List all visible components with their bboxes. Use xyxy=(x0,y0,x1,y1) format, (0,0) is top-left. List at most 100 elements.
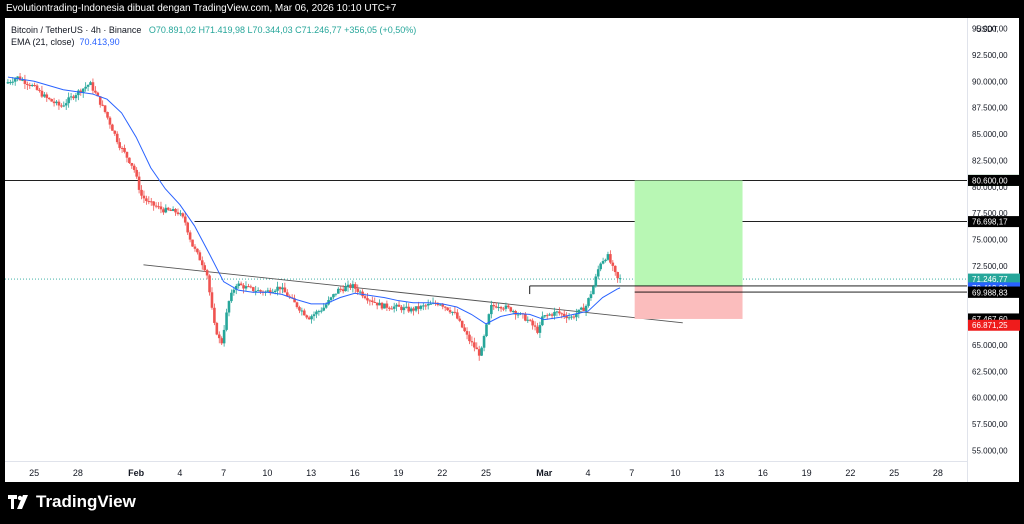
candle-body[interactable] xyxy=(113,130,117,134)
candle-body[interactable] xyxy=(533,325,537,327)
symbol-label[interactable]: Bitcoin / TetherUS · 4h · Binance xyxy=(11,25,142,35)
candle-body[interactable] xyxy=(74,95,78,99)
candle-body[interactable] xyxy=(587,298,590,306)
candle-body[interactable] xyxy=(249,286,253,288)
candle-body[interactable] xyxy=(285,292,289,297)
candle-body[interactable] xyxy=(266,290,270,292)
candle-body[interactable] xyxy=(186,222,189,233)
candle-body[interactable] xyxy=(319,310,323,312)
candle-body[interactable] xyxy=(67,97,70,104)
candle-body[interactable] xyxy=(234,285,238,290)
candle-body[interactable] xyxy=(572,316,576,318)
trendline[interactable] xyxy=(143,264,683,324)
candle-body[interactable] xyxy=(268,290,272,293)
candle-body[interactable] xyxy=(524,314,527,321)
candle-body[interactable] xyxy=(176,212,180,215)
candle-body[interactable] xyxy=(536,326,539,333)
candle-body[interactable] xyxy=(120,147,124,149)
candle-body[interactable] xyxy=(259,290,262,292)
candle-body[interactable] xyxy=(349,284,352,288)
candle-body[interactable] xyxy=(412,308,415,311)
candle-body[interactable] xyxy=(558,311,561,314)
candle-body[interactable] xyxy=(254,291,258,293)
candle-body[interactable] xyxy=(395,304,398,307)
candle-body[interactable] xyxy=(514,311,517,315)
candle-body[interactable] xyxy=(305,315,309,318)
candle-body[interactable] xyxy=(436,303,440,306)
candle-body[interactable] xyxy=(482,336,486,348)
candle-body[interactable] xyxy=(256,290,260,292)
candle-body[interactable] xyxy=(239,283,243,286)
candle-body[interactable] xyxy=(89,82,92,85)
candle-body[interactable] xyxy=(6,82,10,84)
candle-body[interactable] xyxy=(81,88,85,93)
candle-body[interactable] xyxy=(592,286,595,295)
candle-body[interactable] xyxy=(613,265,617,273)
candle-body[interactable] xyxy=(570,316,573,318)
ema-line[interactable] xyxy=(7,76,621,325)
candle-body[interactable] xyxy=(584,305,588,311)
candle-body[interactable] xyxy=(135,169,138,177)
candle-body[interactable] xyxy=(422,305,425,307)
candle-body[interactable] xyxy=(543,315,547,317)
candle-body[interactable] xyxy=(502,308,505,310)
candle-body[interactable] xyxy=(356,288,360,292)
candle-body[interactable] xyxy=(123,147,126,152)
candle-body[interactable] xyxy=(181,213,185,217)
candle-body[interactable] xyxy=(230,292,233,302)
candle-body[interactable] xyxy=(499,307,503,309)
candle-body[interactable] xyxy=(300,310,304,312)
candle-body[interactable] xyxy=(417,306,420,309)
candle-body[interactable] xyxy=(213,307,216,323)
candle-body[interactable] xyxy=(244,286,248,289)
candle-body[interactable] xyxy=(373,301,377,303)
ema-label[interactable]: EMA (21, close) xyxy=(11,37,75,47)
candle-body[interactable] xyxy=(130,163,134,166)
candle-body[interactable] xyxy=(443,306,447,308)
candle-body[interactable] xyxy=(392,306,396,309)
candle-body[interactable] xyxy=(38,89,41,91)
candle-body[interactable] xyxy=(183,216,187,223)
candle-body[interactable] xyxy=(460,320,464,328)
candle-body[interactable] xyxy=(203,265,206,271)
candle-body[interactable] xyxy=(33,85,36,87)
candle-body[interactable] xyxy=(103,105,107,112)
candle-body[interactable] xyxy=(528,319,532,321)
candle-body[interactable] xyxy=(322,307,326,311)
candle-body[interactable] xyxy=(45,94,49,98)
candle-body[interactable] xyxy=(567,317,571,319)
candle-body[interactable] xyxy=(188,232,192,240)
candle-body[interactable] xyxy=(426,303,430,306)
candle-body[interactable] xyxy=(26,83,29,85)
candle-body[interactable] xyxy=(429,303,432,305)
candle-body[interactable] xyxy=(405,306,408,308)
candle-body[interactable] xyxy=(565,316,568,319)
candle-body[interactable] xyxy=(237,283,240,286)
candle-body[interactable] xyxy=(47,97,51,100)
target-zone[interactable] xyxy=(634,180,743,286)
candle-body[interactable] xyxy=(115,133,119,143)
candle-body[interactable] xyxy=(302,310,306,316)
candle-body[interactable] xyxy=(380,302,384,309)
candle-body[interactable] xyxy=(366,298,369,301)
candle-body[interactable] xyxy=(84,86,87,89)
candle-body[interactable] xyxy=(553,311,556,316)
candle-body[interactable] xyxy=(368,300,372,302)
candle-body[interactable] xyxy=(577,309,581,314)
candle-body[interactable] xyxy=(458,318,462,321)
candle-body[interactable] xyxy=(480,347,483,356)
candle-body[interactable] xyxy=(606,254,610,260)
candle-body[interactable] xyxy=(208,275,211,293)
candle-body[interactable] xyxy=(149,201,153,203)
candle-body[interactable] xyxy=(16,76,19,79)
candle-body[interactable] xyxy=(441,304,445,307)
candle-body[interactable] xyxy=(96,92,100,97)
candle-body[interactable] xyxy=(43,94,46,97)
candle-body[interactable] xyxy=(361,291,364,297)
candle-body[interactable] xyxy=(470,341,474,343)
candle-body[interactable] xyxy=(575,313,578,318)
candle-body[interactable] xyxy=(341,289,345,292)
candle-body[interactable] xyxy=(166,207,170,210)
candle-body[interactable] xyxy=(448,310,452,313)
candle-body[interactable] xyxy=(191,239,194,247)
